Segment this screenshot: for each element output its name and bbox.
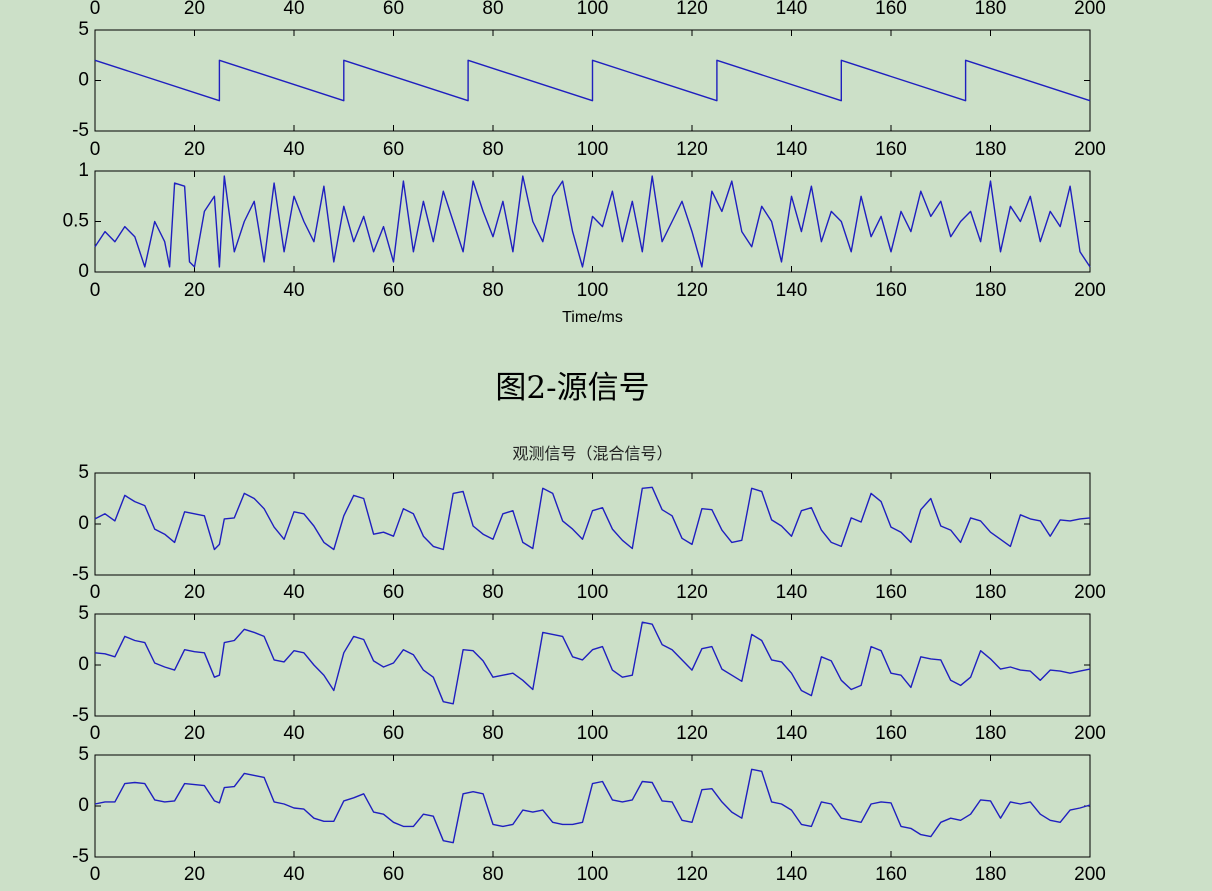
x-tick-label: 120 bbox=[676, 0, 708, 19]
x-tick-label: 60 bbox=[383, 582, 404, 603]
x-tick-label: 140 bbox=[776, 723, 808, 744]
x-tick-label: 180 bbox=[975, 582, 1007, 603]
x-tick-label: 80 bbox=[482, 139, 503, 160]
plot-source-sawtooth: 0 20 40 60 80 100 120 140 160 180 200-505 bbox=[72, 19, 1106, 160]
y-tick-label: 0 bbox=[78, 261, 89, 282]
x-tick-label: 20 bbox=[184, 723, 205, 744]
x-tick-label: 100 bbox=[577, 0, 609, 19]
x-tick-label: 0 bbox=[90, 139, 101, 160]
x-tick-label: 40 bbox=[283, 582, 304, 603]
series-line-mixed-2 bbox=[94, 621, 1091, 705]
x-tick-label: 100 bbox=[577, 280, 609, 301]
x-tick-label: 60 bbox=[383, 864, 404, 885]
x-tick-label: 160 bbox=[875, 864, 907, 885]
x-tick-label: 200 bbox=[1074, 139, 1106, 160]
plot-source-top-partial: 0 20 40 60 80 100 120 140 160 180 200 bbox=[90, 0, 1106, 19]
x-tick-label: 160 bbox=[875, 582, 907, 603]
x-tick-label: 0 bbox=[90, 582, 101, 603]
y-tick-label: 0 bbox=[78, 795, 89, 816]
x-tick-label: 60 bbox=[383, 139, 404, 160]
x-tick-label: 160 bbox=[875, 139, 907, 160]
y-tick-label: 5 bbox=[78, 603, 89, 624]
x-tick-label: 20 bbox=[184, 582, 205, 603]
x-tick-label: 40 bbox=[283, 864, 304, 885]
y-tick-label: -5 bbox=[72, 705, 89, 726]
x-tick-label: 60 bbox=[383, 0, 404, 19]
plot-mixed-2: 0 20 40 60 80 100 120 140 160 180 200-505 bbox=[72, 603, 1106, 744]
x-tick-label: 60 bbox=[383, 723, 404, 744]
x-tick-label: 160 bbox=[875, 723, 907, 744]
x-tick-label: 80 bbox=[482, 723, 503, 744]
x-tick-label: 20 bbox=[184, 864, 205, 885]
x-tick-label: 0 bbox=[90, 0, 101, 19]
x-tick-label: 180 bbox=[975, 723, 1007, 744]
x-tick-label: 180 bbox=[975, 139, 1007, 160]
y-tick-label: 0.5 bbox=[63, 211, 89, 232]
x-tick-label: 80 bbox=[482, 864, 503, 885]
y-tick-label: 0 bbox=[78, 654, 89, 675]
x-tick-label: 140 bbox=[776, 139, 808, 160]
x-tick-label: 120 bbox=[676, 139, 708, 160]
series-line-mixed-3 bbox=[94, 768, 1091, 844]
series-line-source-sawtooth bbox=[94, 59, 1091, 102]
x-tick-label: 200 bbox=[1074, 0, 1106, 19]
x-tick-label: 60 bbox=[383, 280, 404, 301]
x-tick-label: 20 bbox=[184, 139, 205, 160]
series-line-source-random bbox=[94, 175, 1091, 268]
x-tick-label: 40 bbox=[283, 723, 304, 744]
y-tick-label: 5 bbox=[78, 19, 89, 40]
x-tick-label: 100 bbox=[577, 139, 609, 160]
x-tick-label: 40 bbox=[283, 139, 304, 160]
y-tick-label: 0 bbox=[78, 70, 89, 91]
y-tick-label: 5 bbox=[78, 462, 89, 483]
plot-mixed-1: 0 20 40 60 80 100 120 140 160 180 200-505 bbox=[72, 462, 1106, 603]
x-tick-label: 0 bbox=[90, 723, 101, 744]
y-tick-label: -5 bbox=[72, 564, 89, 585]
y-tick-label: 5 bbox=[78, 744, 89, 765]
x-tick-label: 80 bbox=[482, 280, 503, 301]
x-tick-label: 100 bbox=[577, 864, 609, 885]
plot-frame bbox=[94, 754, 1091, 858]
x-tick-label: 80 bbox=[482, 0, 503, 19]
x-tick-label: 140 bbox=[776, 582, 808, 603]
x-tick-label: 80 bbox=[482, 582, 503, 603]
x-tick-label: 160 bbox=[875, 280, 907, 301]
x-tick-label: 40 bbox=[283, 280, 304, 301]
y-tick-label: 0 bbox=[78, 513, 89, 534]
series-line-mixed-1 bbox=[94, 486, 1091, 551]
figure-caption: 图2-源信号 bbox=[495, 370, 650, 406]
x-tick-label: 20 bbox=[184, 280, 205, 301]
y-tick-label: -5 bbox=[72, 120, 89, 141]
x-tick-label: 200 bbox=[1074, 723, 1106, 744]
x-tick-label: 20 bbox=[184, 0, 205, 19]
x-tick-label: 180 bbox=[975, 0, 1007, 19]
x-tick-label: 200 bbox=[1074, 864, 1106, 885]
x-tick-label: 140 bbox=[776, 864, 808, 885]
x-tick-label: 120 bbox=[676, 582, 708, 603]
x-tick-label: 140 bbox=[776, 0, 808, 19]
x-tick-label: 100 bbox=[577, 582, 609, 603]
x-tick-label: 120 bbox=[676, 280, 708, 301]
x-tick-label: 0 bbox=[90, 864, 101, 885]
x-tick-label: 40 bbox=[283, 0, 304, 19]
y-tick-label: -5 bbox=[72, 846, 89, 867]
x-axis-label: Time/ms bbox=[562, 309, 623, 326]
x-tick-label: 160 bbox=[875, 0, 907, 19]
plot-mixed-3: 0 20 40 60 80 100 120 140 160 180 200-505 bbox=[72, 744, 1106, 885]
x-tick-label: 180 bbox=[975, 864, 1007, 885]
x-tick-label: 200 bbox=[1074, 280, 1106, 301]
plot-source-random: 0 20 40 60 80 100 120 140 160 180 200 0 0.5 1 Time/ms bbox=[63, 160, 1106, 326]
x-tick-label: 120 bbox=[676, 864, 708, 885]
x-tick-label: 180 bbox=[975, 280, 1007, 301]
x-tick-label: 0 bbox=[90, 280, 101, 301]
mixed-signals-title: 观测信号（混合信号） bbox=[512, 444, 673, 463]
x-tick-label: 140 bbox=[776, 280, 808, 301]
x-tick-label: 100 bbox=[577, 723, 609, 744]
y-tick-label: 1 bbox=[78, 160, 89, 181]
x-tick-label: 120 bbox=[676, 723, 708, 744]
x-tick-label: 200 bbox=[1074, 582, 1106, 603]
